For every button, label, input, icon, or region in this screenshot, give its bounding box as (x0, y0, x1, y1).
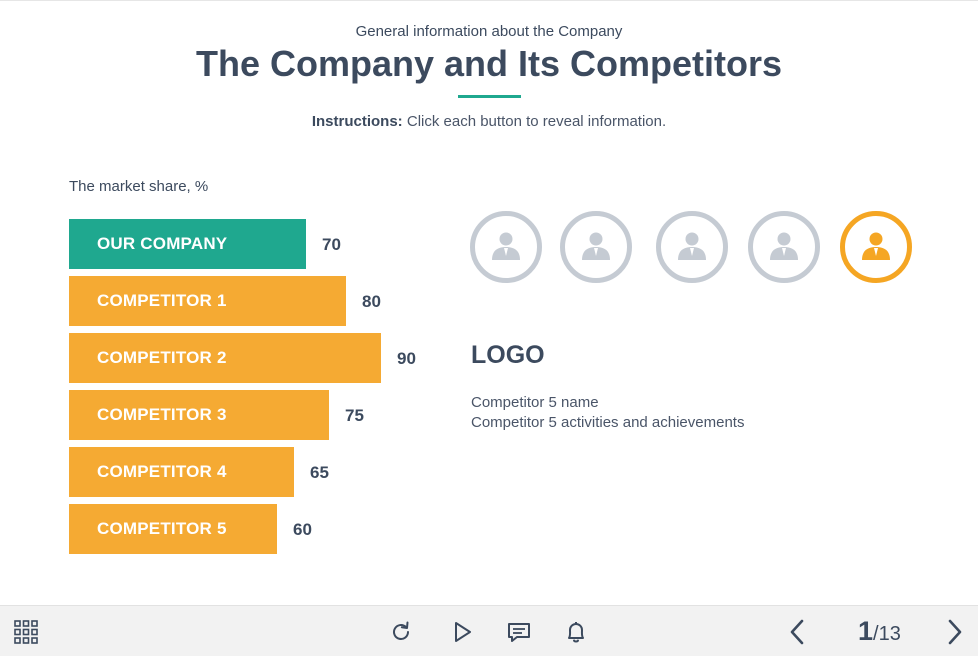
bar-label: COMPETITOR 4 (97, 462, 227, 481)
bar-value: 90 (397, 349, 416, 368)
page-total: /13 (873, 623, 901, 645)
replay-icon[interactable] (386, 606, 416, 656)
bar-value: 65 (310, 463, 329, 482)
player-toolbar: 1 /13 (0, 605, 978, 656)
instructions: Instructions: Click each button to revea… (0, 113, 978, 130)
chevron-left-icon[interactable] (783, 606, 811, 656)
comments-icon[interactable] (504, 606, 534, 656)
competitor-description: Competitor 5 activities and achievements (471, 414, 745, 431)
competitor-name: Competitor 5 name (471, 394, 599, 411)
bar-competitor-1: COMPETITOR 1 (69, 276, 346, 326)
bar-value: 70 (322, 235, 341, 254)
slide-subtitle: General information about the Company (355, 23, 623, 40)
bar-value: 80 (362, 292, 381, 311)
person-icon (492, 232, 520, 260)
bar-label: OUR COMPANY (97, 234, 228, 253)
bar-competitor-3: COMPETITOR 3 (69, 390, 329, 440)
title-underline (458, 95, 521, 98)
grid-menu-icon[interactable] (10, 606, 42, 656)
bar-competitor-2: COMPETITOR 2 (69, 333, 381, 383)
slide-title: The Company and Its Competitors (195, 43, 783, 84)
bar-value: 60 (293, 520, 312, 539)
bar-competitor-4: COMPETITOR 4 (69, 447, 294, 497)
person-icon (582, 232, 610, 260)
slide: General information about the Company Th… (0, 0, 978, 559)
bar-competitor-5: COMPETITOR 5 (69, 504, 277, 554)
chart-title: The market share, % (69, 178, 209, 195)
instructions-text: Click each button to reveal information. (402, 113, 667, 130)
market-share-chart: OUR COMPANY 70 COMPETITOR 1 80 COMPETITOR 2 9… (69, 219, 469, 559)
page-indicator: 1 /13 (858, 616, 901, 646)
bar-label: COMPETITOR 3 (97, 405, 227, 424)
person-icon (678, 232, 706, 260)
chevron-right-icon[interactable] (941, 606, 969, 656)
bar-label: COMPETITOR 1 (97, 291, 227, 310)
competitor-5-avatar[interactable] (840, 211, 912, 283)
competitor-4-avatar[interactable] (748, 211, 820, 283)
competitor-3-avatar[interactable] (656, 211, 728, 283)
competitor-1-avatar[interactable] (470, 211, 542, 283)
instructions-label: Instructions: (311, 113, 403, 130)
play-icon[interactable] (447, 606, 477, 656)
bar-value: 75 (345, 406, 364, 425)
bell-icon[interactable] (561, 606, 591, 656)
competitor-logo: LOGO (471, 341, 545, 369)
person-icon (862, 232, 890, 260)
bar-label: COMPETITOR 2 (97, 348, 227, 367)
person-icon (770, 232, 798, 260)
bar-our-company: OUR COMPANY (69, 219, 306, 269)
competitor-2-avatar[interactable] (560, 211, 632, 283)
bar-label: COMPETITOR 5 (97, 519, 227, 538)
competitor-buttons (470, 211, 920, 285)
page-current: 1 (858, 616, 874, 646)
